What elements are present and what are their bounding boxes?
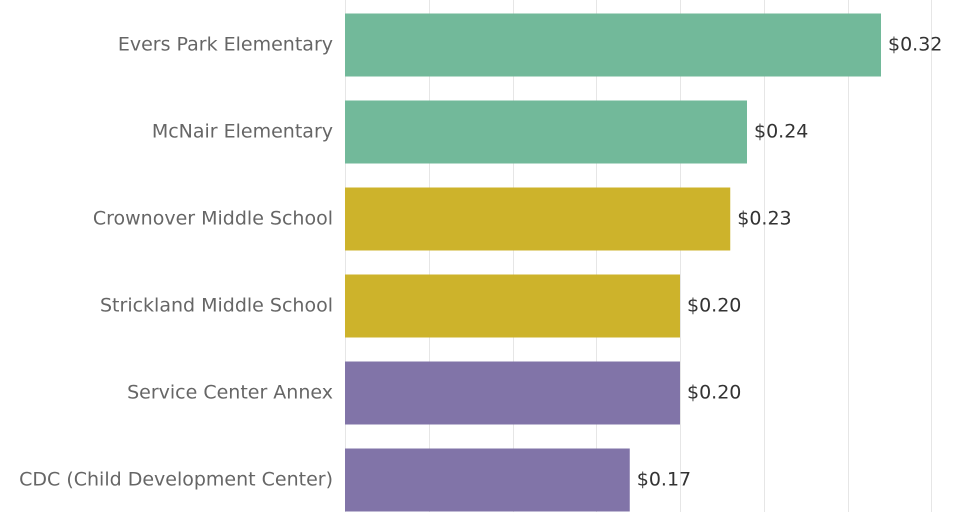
labels: Evers Park Elementary $0.32 McNair Element… [19, 34, 942, 491]
category-label: CDC (Child Development Center) [19, 469, 333, 491]
bar[interactable] [345, 361, 680, 425]
value-label: $0.24 [754, 121, 808, 143]
value-label: $0.23 [737, 208, 791, 230]
bar[interactable] [345, 187, 731, 251]
bars [345, 13, 881, 512]
category-label: Evers Park Elementary [118, 34, 333, 56]
category-label: Crownover Middle School [93, 208, 333, 230]
category-label: McNair Elementary [152, 121, 333, 143]
bar[interactable] [345, 100, 747, 164]
value-label: $0.20 [687, 295, 741, 317]
category-label: Service Center Annex [127, 382, 333, 404]
category-label: Strickland Middle School [100, 295, 333, 317]
value-label: $0.32 [888, 34, 942, 56]
bar[interactable] [345, 448, 630, 512]
bar[interactable] [345, 13, 881, 77]
value-label: $0.20 [687, 382, 741, 404]
bar[interactable] [345, 274, 680, 338]
value-label: $0.17 [637, 469, 691, 491]
gridlines [345, 0, 932, 512]
